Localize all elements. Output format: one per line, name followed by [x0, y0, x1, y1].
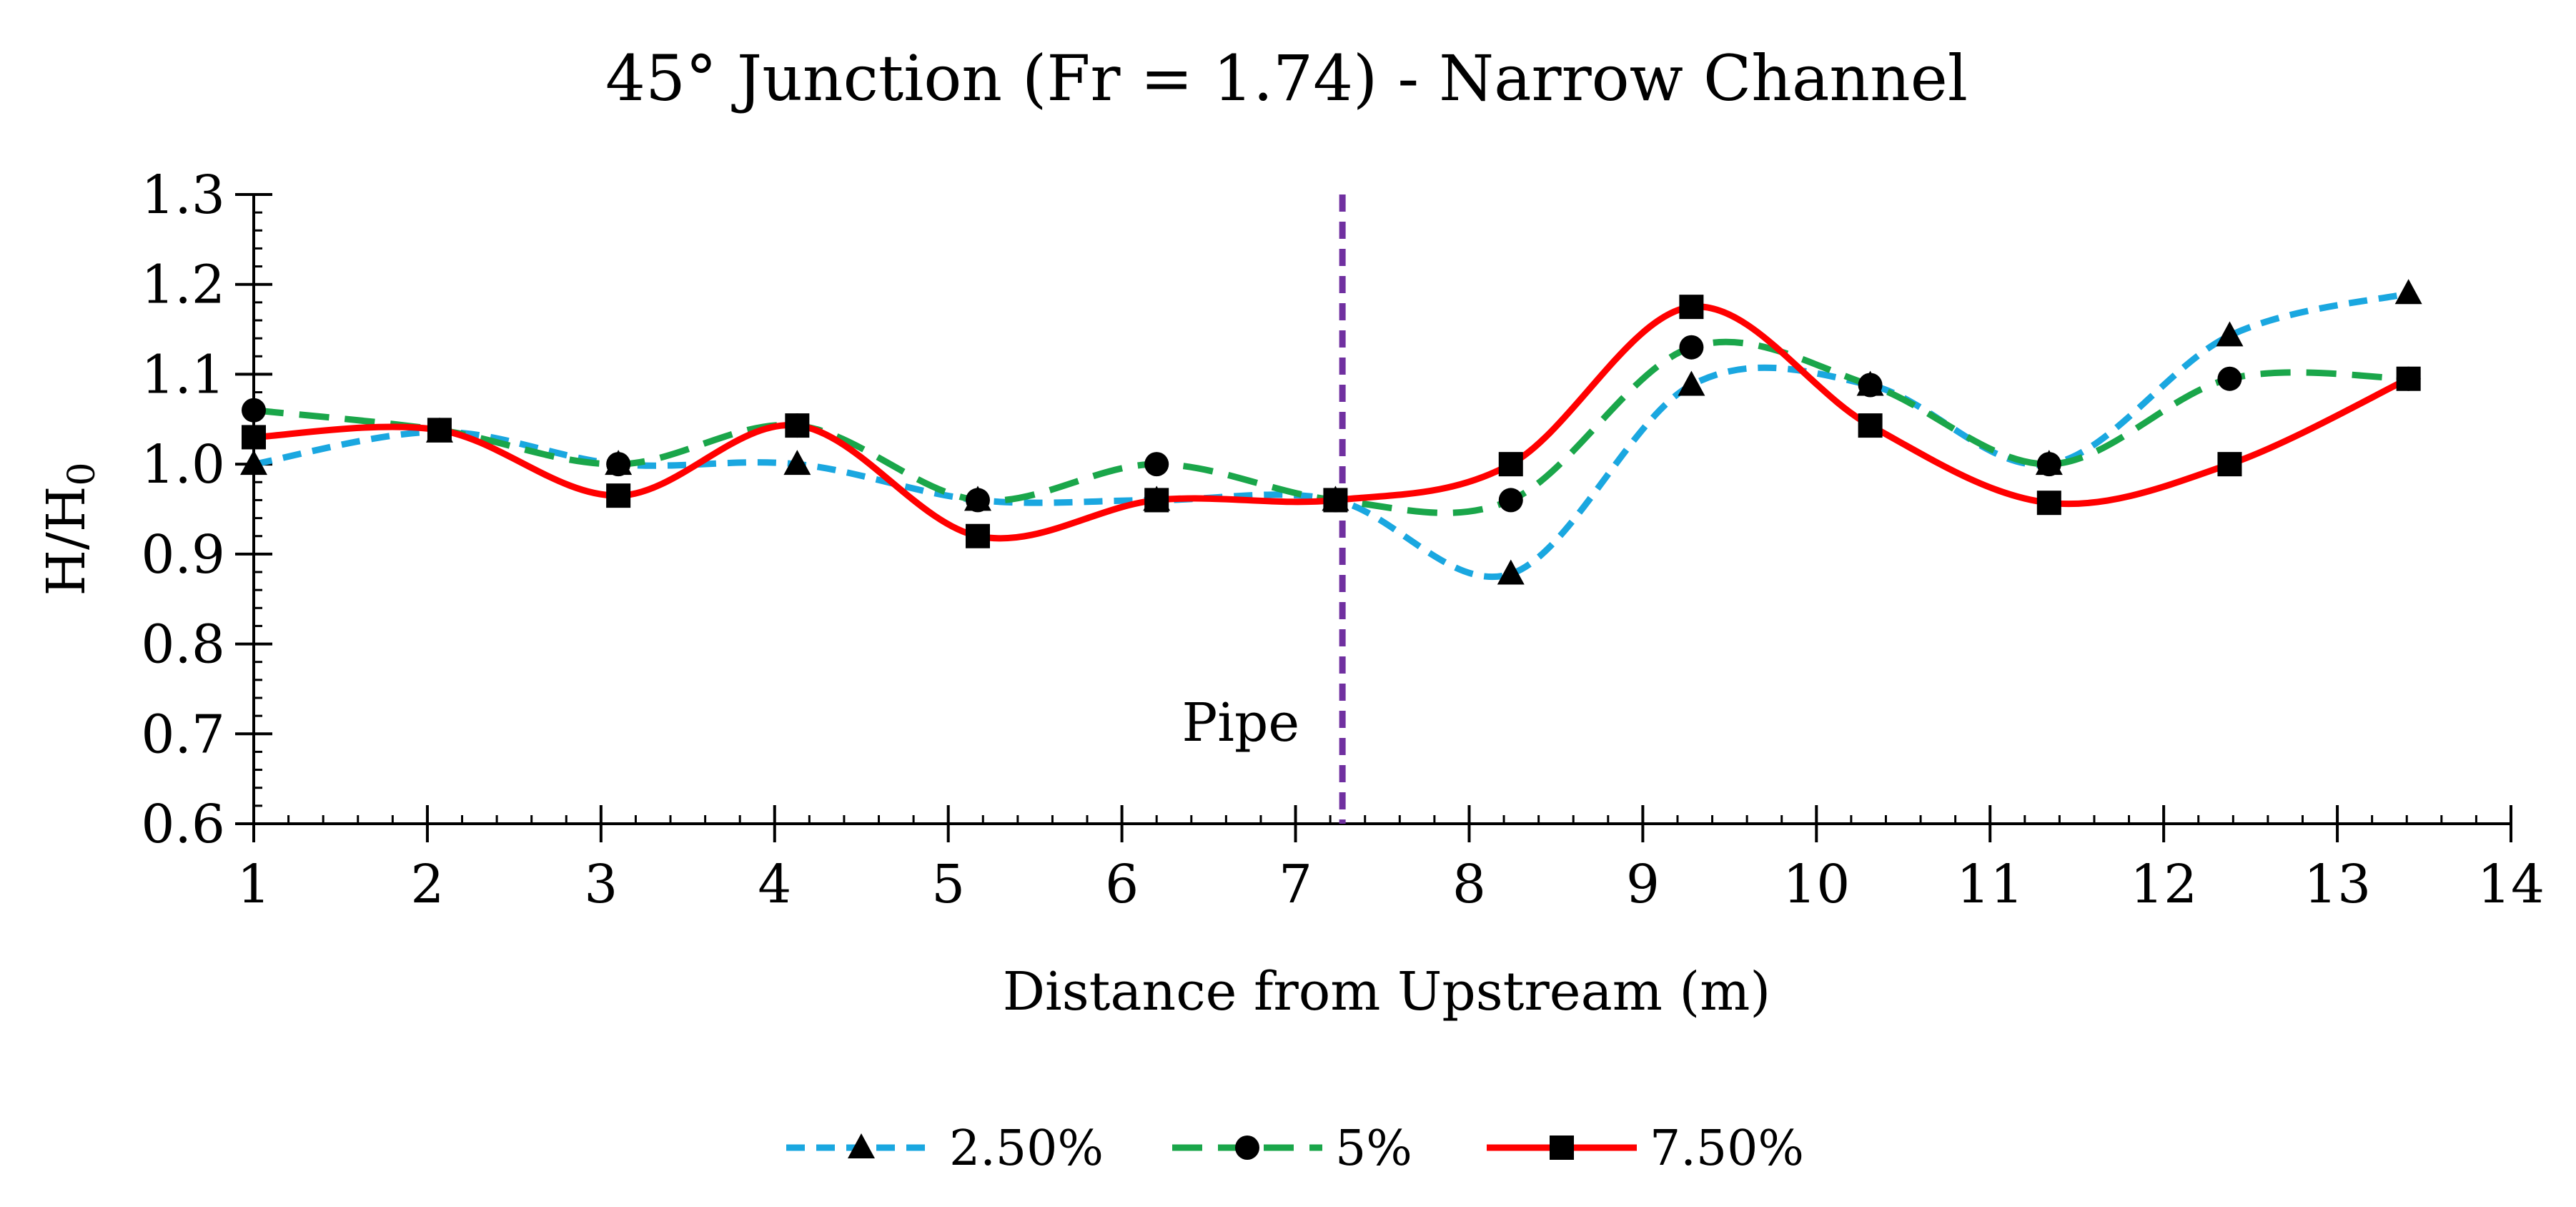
data-point-series-3: [242, 425, 266, 450]
y-tick-label: 1.2: [141, 255, 225, 316]
x-tick-label: 8: [1452, 854, 1486, 915]
plot-area: 0.60.70.80.91.01.11.21.31 2 3 4 5 6 7 8 9 10 11 12 1…: [141, 164, 2545, 915]
legend-marker-2: [1235, 1135, 1259, 1160]
data-point-series-2: [242, 398, 266, 423]
data-point-series-2: [1144, 452, 1169, 477]
data-point-series-3: [1679, 295, 1704, 320]
chart-title: 45° Junction (Fr = 1.74) - Narrow Channe…: [605, 41, 1968, 115]
x-axis-title: Distance from Upstream (m): [1003, 961, 1771, 1023]
data-point-series-3: [1323, 488, 1348, 513]
legend-label-2: 5%: [1335, 1120, 1412, 1177]
x-tick-label: 4: [758, 854, 791, 915]
data-point-series-2: [606, 452, 631, 477]
y-tick-label: 0.8: [141, 614, 225, 676]
legend-marker-3: [1550, 1135, 1574, 1160]
data-point-series-1: [783, 450, 811, 476]
data-point-series-3: [427, 418, 452, 443]
data-point-series-3: [1858, 413, 1883, 438]
legend: 2.50% 5% 7.50%: [786, 1120, 1804, 1177]
data-point-series-2: [2217, 366, 2242, 391]
data-point-series-2: [1679, 335, 1704, 360]
legend-label-1: 2.50%: [949, 1120, 1104, 1177]
data-point-series-1: [2394, 279, 2422, 305]
data-point-series-3: [2036, 491, 2061, 516]
y-tick-label: 0.7: [141, 704, 225, 765]
data-point-series-3: [2396, 366, 2421, 391]
data-point-series-1: [1497, 559, 1525, 585]
x-tick-label: 10: [1783, 854, 1850, 915]
y-axis-title: H/H0: [36, 462, 104, 596]
data-point-series-3: [2217, 452, 2242, 477]
x-tick-label: 7: [1279, 854, 1312, 915]
y-tick-label: 0.6: [141, 794, 225, 855]
x-tick-label: 12: [2130, 854, 2197, 915]
data-point-series-2: [1858, 373, 1883, 398]
data-point-series-3: [606, 483, 631, 508]
y-tick-label: 1.3: [141, 164, 225, 226]
y-tick-label: 0.9: [141, 524, 225, 586]
data-point-series-3: [1144, 488, 1169, 513]
x-tick-label: 6: [1105, 854, 1139, 915]
legend-label-3: 7.50%: [1650, 1120, 1804, 1177]
data-point-series-1: [240, 450, 267, 476]
data-point-series-2: [1498, 488, 1523, 513]
y-tick-label: 1.1: [141, 344, 225, 405]
x-tick-label: 11: [1956, 854, 2023, 915]
y-tick-label: 1.0: [141, 434, 225, 496]
x-tick-label: 9: [1626, 854, 1660, 915]
series-line-1: [253, 290, 2409, 581]
x-tick-label: 3: [584, 854, 618, 915]
x-tick-label: 14: [2477, 854, 2545, 915]
data-point-series-1: [1678, 370, 1705, 396]
y-axis-title-subscript: 0: [61, 462, 104, 486]
pipe-label: Pipe: [1182, 692, 1300, 754]
y-axis-title-main: H/H: [36, 486, 97, 596]
data-point-series-2: [2036, 452, 2061, 477]
x-tick-label: 5: [931, 854, 965, 915]
legend-marker-1: [848, 1133, 875, 1158]
x-tick-label: 1: [237, 854, 270, 915]
data-point-series-3: [785, 413, 810, 438]
x-tick-label: 2: [410, 854, 444, 915]
data-point-series-3: [965, 523, 990, 548]
data-point-series-1: [2216, 321, 2244, 347]
data-point-series-3: [1498, 452, 1523, 477]
x-tick-label: 13: [2304, 854, 2371, 915]
data-point-series-2: [965, 488, 990, 513]
